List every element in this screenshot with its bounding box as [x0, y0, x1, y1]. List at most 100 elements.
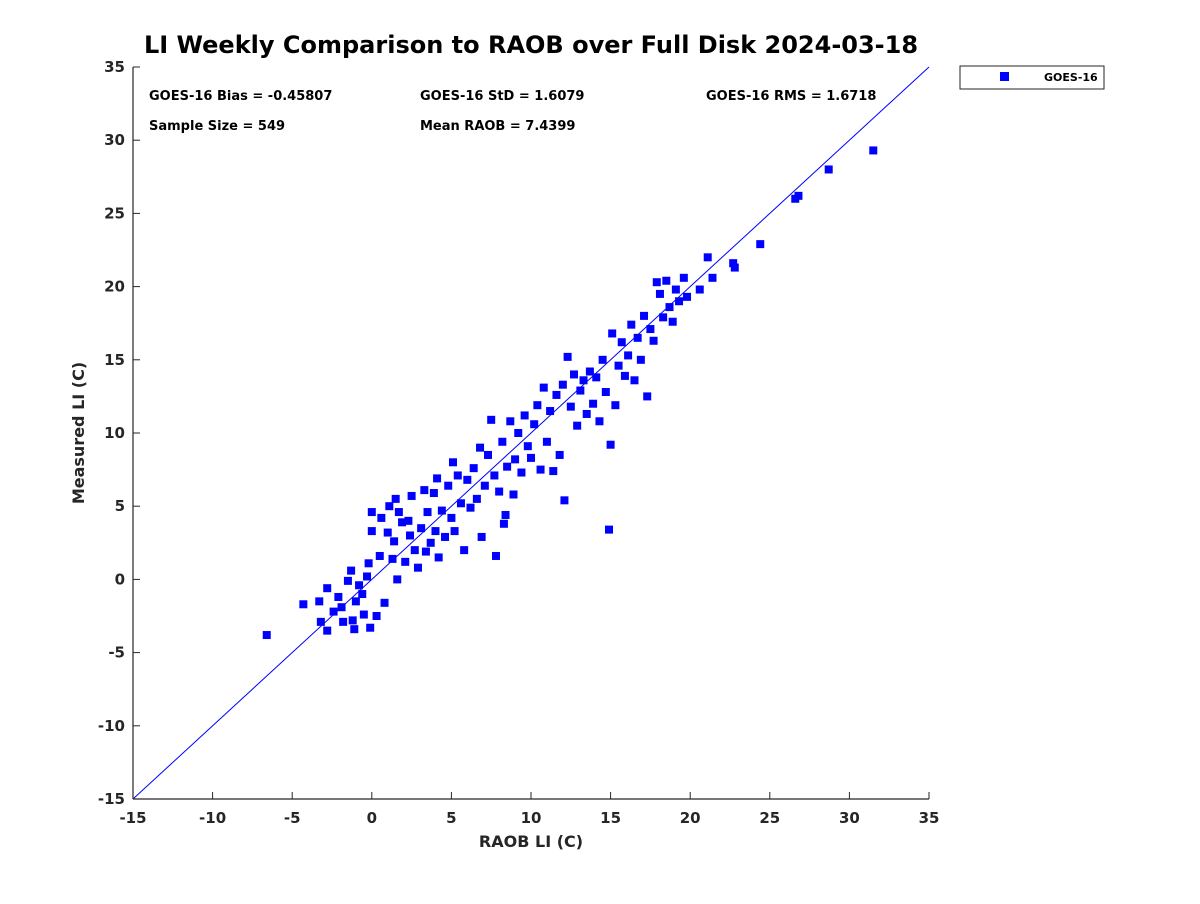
- legend-marker-goes-16: [1000, 72, 1009, 81]
- data-point: [410, 546, 419, 555]
- data-point: [388, 554, 397, 563]
- data-point: [679, 273, 688, 282]
- x-tick-label: -5: [284, 809, 301, 827]
- data-point: [517, 468, 526, 477]
- data-point: [566, 402, 575, 411]
- data-point: [444, 481, 453, 490]
- data-point: [536, 465, 545, 474]
- y-tick-label: 5: [115, 497, 125, 515]
- data-point: [393, 575, 402, 584]
- data-point: [262, 631, 271, 640]
- data-point: [323, 584, 332, 593]
- data-point: [675, 297, 684, 306]
- data-point: [633, 333, 642, 342]
- data-point: [437, 506, 446, 515]
- data-point: [582, 409, 591, 418]
- data-point: [398, 518, 407, 527]
- y-tick-label: 20: [104, 278, 125, 296]
- data-point: [390, 537, 399, 546]
- data-point: [652, 278, 661, 287]
- data-point: [558, 380, 567, 389]
- data-point: [487, 415, 496, 424]
- data-point: [477, 532, 486, 541]
- data-point: [498, 437, 507, 446]
- data-point: [659, 313, 668, 322]
- data-point: [490, 471, 499, 480]
- data-point: [569, 370, 578, 379]
- data-point: [417, 524, 426, 533]
- data-point: [433, 474, 442, 483]
- data-point: [466, 503, 475, 512]
- data-point: [589, 399, 598, 408]
- data-point: [448, 458, 457, 467]
- data-point: [472, 494, 481, 503]
- x-tick-label: 30: [839, 809, 860, 827]
- plot-area: [132, 66, 930, 800]
- legend-label-goes-16: GOES-16: [1044, 71, 1098, 84]
- data-point: [426, 538, 435, 547]
- data-point: [665, 303, 674, 312]
- data-point: [523, 442, 532, 451]
- y-tick-label: 10: [104, 424, 125, 442]
- data-point: [460, 546, 469, 555]
- reference-line: [132, 66, 930, 800]
- data-point: [506, 417, 515, 426]
- data-point: [315, 597, 324, 606]
- annotation-bias: GOES-16 Bias = -0.45807: [149, 89, 332, 104]
- x-tick-label: 20: [680, 809, 701, 827]
- data-point: [375, 551, 384, 560]
- data-point: [552, 390, 561, 399]
- data-point: [363, 572, 372, 581]
- axis-ticks: -15 -10 -5 0 5 10 15 20 25 30 35 -15 -10 -5 0 5 10 15 20 25…: [98, 58, 940, 827]
- data-point: [434, 553, 443, 562]
- x-tick-label: 15: [600, 809, 621, 827]
- data-point: [636, 355, 645, 364]
- data-point: [630, 376, 639, 385]
- data-point: [404, 516, 413, 525]
- data-point: [380, 598, 389, 607]
- data-point: [756, 240, 765, 249]
- data-point: [421, 547, 430, 556]
- data-point: [617, 338, 626, 347]
- data-point: [495, 487, 504, 496]
- data-point: [429, 489, 438, 498]
- data-point: [441, 532, 450, 541]
- y-axis-label: Measured LI (C): [69, 362, 88, 504]
- y-tick-label: -10: [98, 717, 125, 735]
- data-point: [546, 407, 555, 416]
- data-point: [511, 455, 520, 464]
- data-point: [585, 367, 594, 376]
- data-point: [329, 607, 338, 616]
- data-point: [555, 450, 564, 459]
- data-point: [539, 383, 548, 392]
- data-point: [391, 494, 400, 503]
- data-point: [668, 317, 677, 326]
- data-point: [608, 329, 617, 338]
- x-tick-label: 10: [521, 809, 542, 827]
- data-point: [476, 443, 485, 452]
- data-point: [364, 559, 373, 568]
- data-point: [646, 325, 655, 334]
- y-tick-label: 0: [115, 570, 125, 588]
- data-point: [431, 527, 440, 536]
- y-tick-label: -5: [108, 644, 125, 662]
- data-point: [708, 273, 717, 282]
- y-tick-label: 35: [104, 58, 125, 76]
- data-point: [343, 576, 352, 585]
- annotation-mean-raob: Mean RAOB = 7.4399: [420, 119, 575, 134]
- data-point: [339, 617, 348, 626]
- y-tick-label: 15: [104, 351, 125, 369]
- x-tick-label: 5: [446, 809, 456, 827]
- data-point: [367, 527, 376, 536]
- data-point: [351, 597, 360, 606]
- data-point: [576, 386, 585, 395]
- data-point: [503, 462, 512, 471]
- data-point: [406, 531, 415, 540]
- data-point: [549, 467, 558, 476]
- data-point: [491, 551, 500, 560]
- data-point: [509, 490, 518, 499]
- data-point: [595, 417, 604, 426]
- data-point: [480, 481, 489, 490]
